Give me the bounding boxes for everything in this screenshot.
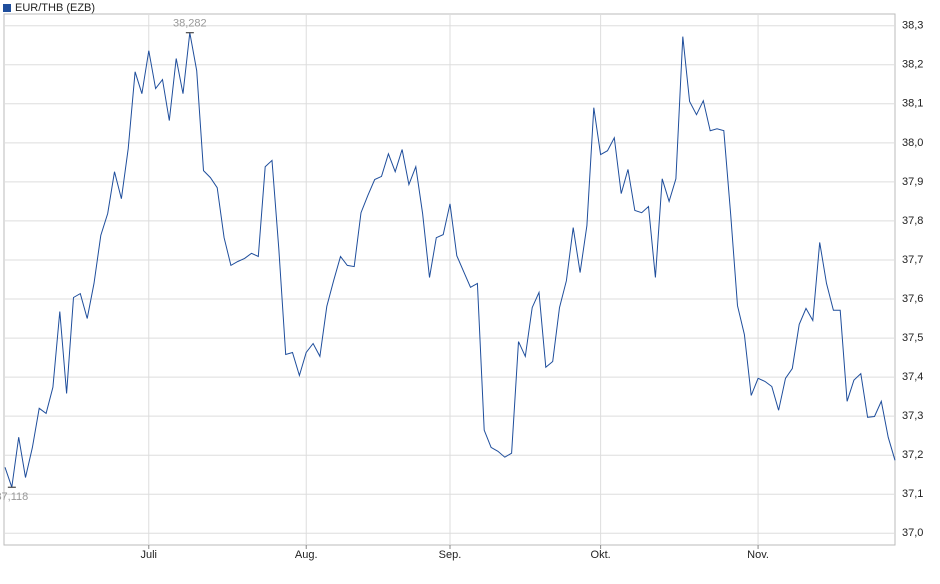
x-tick-label: Aug. (295, 549, 318, 561)
y-tick-label: 37,8 (902, 215, 923, 227)
line-series (4, 32, 896, 488)
y-tick-label: 38,3 (902, 20, 923, 32)
y-tick-label: 37,6 (902, 293, 923, 305)
legend-label: EUR/THB (EZB) (15, 2, 95, 14)
y-tick-label: 37,9 (902, 176, 923, 188)
y-tick-label: 38,2 (902, 59, 923, 71)
legend-swatch (3, 4, 11, 12)
y-tick-label: 37,7 (902, 254, 923, 266)
annotation: 38,282 (173, 18, 207, 30)
y-tick-label: 37,2 (902, 449, 923, 461)
y-tick-label: 37,5 (902, 332, 923, 344)
y-tick-label: 37,0 (902, 527, 923, 539)
x-tick-label: Juli (141, 549, 158, 561)
y-tick-label: 37,4 (902, 371, 923, 383)
y-tick-label: 37,3 (902, 410, 923, 422)
y-tick-label: 37,1 (902, 488, 923, 500)
y-tick-label: 38,1 (902, 98, 923, 110)
x-tick-label: Nov. (747, 549, 769, 561)
y-tick-label: 38,0 (902, 137, 923, 149)
x-tick-label: Okt. (591, 549, 611, 561)
x-tick-label: Sep. (439, 549, 462, 561)
annotation: 37,118 (0, 491, 28, 503)
